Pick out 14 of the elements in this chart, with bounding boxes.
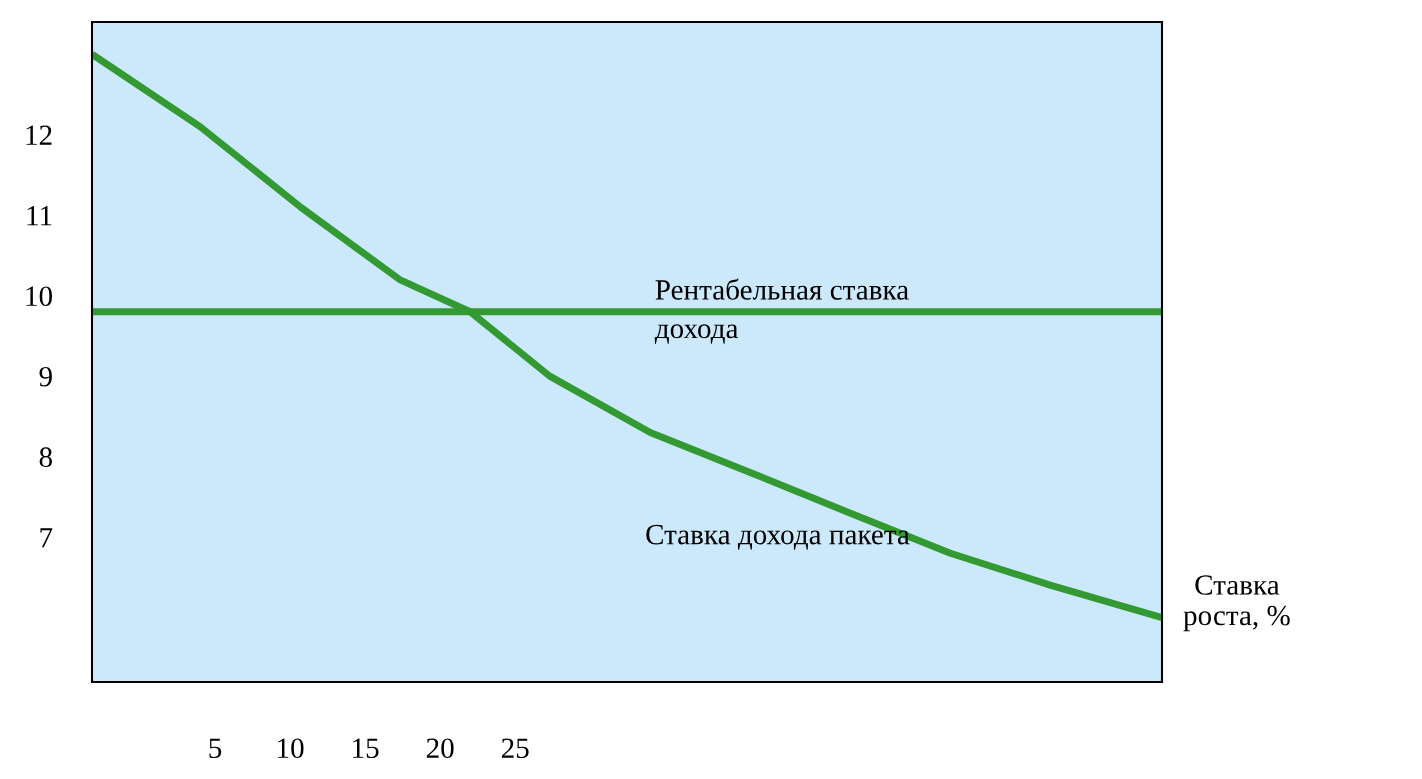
x-tick-label: 20 bbox=[426, 738, 454, 759]
annotation: Рентабельная ставка дохода bbox=[654, 278, 909, 344]
annotation: Ставка дохода пакета bbox=[646, 524, 910, 550]
x-tick-label: 10 bbox=[278, 738, 304, 759]
x-tick-label: 5 bbox=[209, 738, 222, 759]
x-tick-label: 25 bbox=[501, 738, 529, 759]
x-axis-title: Ставка роста, % bbox=[1183, 575, 1290, 632]
y-tick-label: 9 bbox=[39, 366, 52, 387]
x-tick-label: 15 bbox=[353, 738, 379, 759]
y-tick-label: 12 bbox=[26, 125, 52, 145]
y-tick-label: 10 bbox=[26, 286, 52, 307]
y-tick-label: 7 bbox=[40, 528, 53, 548]
y-tick-label: 8 bbox=[39, 447, 52, 468]
y-tick-label: 11 bbox=[27, 206, 52, 226]
